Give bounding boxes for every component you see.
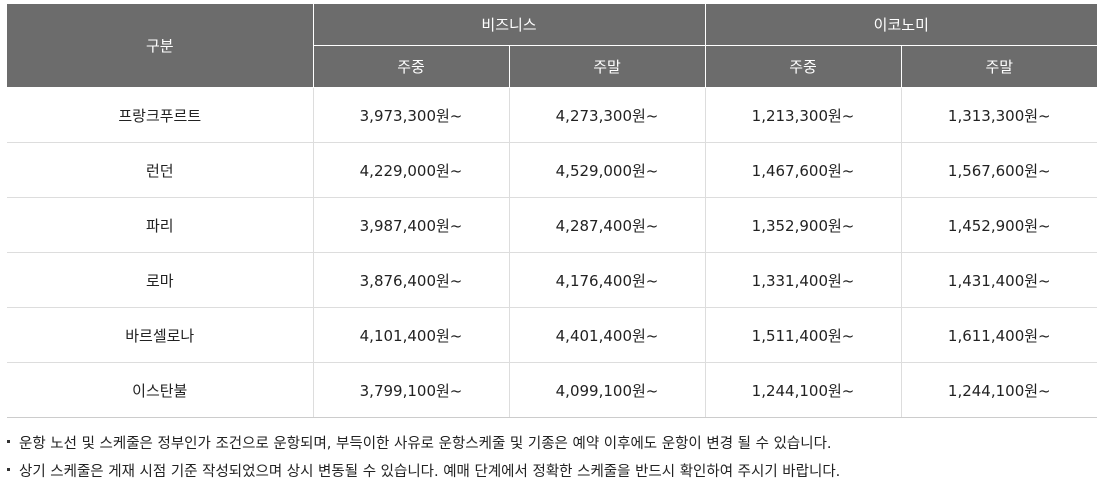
note-text: 상기 스케줄은 게재 시점 기준 작성되었으며 상시 변동될 수 있습니다. 예… <box>19 464 841 480</box>
table-row: 로마 3,876,400원~ 4,176,400원~ 1,331,400원~ 1… <box>7 252 1098 308</box>
economy-weekend-fare: 1,431,400원~ <box>900 252 1098 308</box>
city-cell: 로마 <box>7 252 313 308</box>
city-cell: 런던 <box>7 142 313 198</box>
header-category: 구분 <box>7 4 313 88</box>
economy-weekend-fare: 1,452,900원~ <box>900 197 1098 253</box>
economy-weekday-fare: 1,511,400원~ <box>704 307 902 363</box>
table-row: 이스탄불 3,799,100원~ 4,099,100원~ 1,244,100원~… <box>7 362 1098 418</box>
business-weekday-fare: 3,799,100원~ <box>312 362 509 418</box>
fare-table: 구분 비즈니스 이코노미 주중 주말 주중 주말 프랑크푸르트 3,973,30… <box>7 4 1098 418</box>
city-cell: 파리 <box>7 197 313 253</box>
city-cell: 프랑크푸르트 <box>7 87 313 143</box>
fare-table-body: 프랑크푸르트 3,973,300원~ 4,273,300원~ 1,213,300… <box>7 87 1098 418</box>
economy-weekday-fare: 1,213,300원~ <box>704 87 902 143</box>
notes-list: 운항 노선 및 스케줄은 정부인가 조건으로 운항되며, 부득이한 사유로 운항… <box>7 430 1102 486</box>
note-item: 상기 스케줄은 게재 시점 기준 작성되었으며 상시 변동될 수 있습니다. 예… <box>7 458 1102 486</box>
economy-weekend-fare: 1,567,600원~ <box>900 142 1098 198</box>
header-business-weekend: 주말 <box>508 45 706 88</box>
note-item: 운항 노선 및 스케줄은 정부인가 조건으로 운항되며, 부득이한 사유로 운항… <box>7 430 1102 458</box>
business-weekend-fare: 4,287,400원~ <box>508 197 706 253</box>
note-text: 운항 노선 및 스케줄은 정부인가 조건으로 운항되며, 부득이한 사유로 운항… <box>19 436 832 452</box>
economy-weekend-fare: 1,244,100원~ <box>900 362 1098 418</box>
business-weekday-fare: 3,876,400원~ <box>312 252 509 308</box>
business-weekend-fare: 4,401,400원~ <box>508 307 706 363</box>
business-weekend-fare: 4,099,100원~ <box>508 362 706 418</box>
business-weekday-fare: 3,987,400원~ <box>312 197 509 253</box>
header-business: 비즈니스 <box>312 4 706 46</box>
business-weekend-fare: 4,529,000원~ <box>508 142 706 198</box>
business-weekend-fare: 4,176,400원~ <box>508 252 706 308</box>
city-cell: 바르셀로나 <box>7 307 313 363</box>
header-business-weekday: 주중 <box>312 45 509 88</box>
header-economy: 이코노미 <box>704 4 1098 46</box>
header-economy-weekday: 주중 <box>704 45 902 88</box>
city-cell: 이스탄불 <box>7 362 313 418</box>
business-weekday-fare: 4,101,400원~ <box>312 307 509 363</box>
bullet-icon <box>7 468 10 471</box>
economy-weekday-fare: 1,244,100원~ <box>704 362 902 418</box>
business-weekday-fare: 3,973,300원~ <box>312 87 509 143</box>
table-row: 바르셀로나 4,101,400원~ 4,401,400원~ 1,511,400원… <box>7 307 1098 363</box>
economy-weekend-fare: 1,611,400원~ <box>900 307 1098 363</box>
header-economy-weekend: 주말 <box>900 45 1098 88</box>
table-row: 런던 4,229,000원~ 4,529,000원~ 1,467,600원~ 1… <box>7 142 1098 198</box>
table-row: 프랑크푸르트 3,973,300원~ 4,273,300원~ 1,213,300… <box>7 87 1098 143</box>
economy-weekday-fare: 1,352,900원~ <box>704 197 902 253</box>
economy-weekend-fare: 1,313,300원~ <box>900 87 1098 143</box>
table-row: 파리 3,987,400원~ 4,287,400원~ 1,352,900원~ 1… <box>7 197 1098 253</box>
fare-table-header: 구분 비즈니스 이코노미 주중 주말 주중 주말 <box>7 4 1098 88</box>
business-weekend-fare: 4,273,300원~ <box>508 87 706 143</box>
economy-weekday-fare: 1,467,600원~ <box>704 142 902 198</box>
business-weekday-fare: 4,229,000원~ <box>312 142 509 198</box>
economy-weekday-fare: 1,331,400원~ <box>704 252 902 308</box>
bullet-icon <box>7 440 10 443</box>
